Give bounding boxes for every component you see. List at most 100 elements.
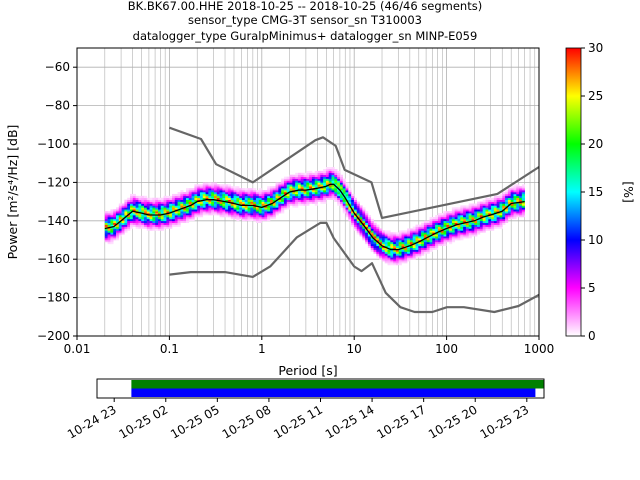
density-cell bbox=[373, 232, 377, 235]
density-cell bbox=[348, 201, 352, 204]
density-cell bbox=[230, 192, 234, 195]
density-cell bbox=[289, 182, 293, 185]
density-cell bbox=[493, 216, 497, 220]
density-cell bbox=[421, 226, 425, 229]
density-cell bbox=[253, 211, 257, 214]
density-cell bbox=[465, 213, 470, 216]
density-cell bbox=[169, 216, 173, 220]
density-cell bbox=[303, 193, 307, 197]
density-cell bbox=[426, 251, 430, 254]
density-cell bbox=[171, 224, 176, 227]
density-cell bbox=[222, 195, 226, 199]
density-cell bbox=[138, 216, 142, 220]
timeline-tick-label: 10-25 02 bbox=[117, 402, 171, 441]
density-cell bbox=[421, 245, 425, 248]
density-cell bbox=[516, 184, 520, 187]
density-cell bbox=[331, 174, 335, 177]
density-cell bbox=[519, 205, 523, 208]
density-cell bbox=[149, 222, 153, 225]
density-cell bbox=[463, 230, 467, 233]
density-cell bbox=[199, 188, 204, 191]
density-cell bbox=[331, 190, 335, 193]
density-cell bbox=[362, 234, 366, 237]
density-cell bbox=[130, 207, 134, 210]
density-cell bbox=[446, 224, 450, 227]
density-cell bbox=[412, 251, 416, 254]
density-cell bbox=[160, 203, 164, 206]
density-cell bbox=[202, 207, 206, 210]
density-cell bbox=[362, 238, 366, 241]
density-cell bbox=[359, 228, 363, 231]
density-cell bbox=[241, 209, 246, 212]
density-cell bbox=[463, 215, 467, 218]
density-cell bbox=[278, 190, 282, 193]
density-cell bbox=[144, 205, 148, 208]
density-cell bbox=[426, 238, 430, 241]
density-cell bbox=[230, 213, 234, 216]
density-cell bbox=[446, 230, 450, 233]
density-cell bbox=[202, 209, 206, 212]
density-cell bbox=[177, 197, 181, 200]
density-cell bbox=[225, 184, 229, 187]
density-cell bbox=[477, 213, 481, 216]
density-cell bbox=[258, 203, 262, 206]
density-cell bbox=[113, 230, 117, 233]
density-cell bbox=[325, 178, 330, 181]
density-cell bbox=[499, 201, 503, 204]
density-cell bbox=[121, 228, 125, 231]
density-cell bbox=[362, 207, 366, 210]
density-cell bbox=[477, 215, 481, 218]
density-cell bbox=[116, 215, 120, 218]
density-cell bbox=[233, 199, 237, 202]
density-cell bbox=[393, 241, 397, 245]
density-cell bbox=[390, 247, 394, 250]
density-cell bbox=[443, 220, 447, 224]
density-cell bbox=[513, 192, 517, 195]
density-cell bbox=[387, 257, 391, 260]
density-cell bbox=[171, 205, 176, 208]
density-cell bbox=[149, 216, 153, 220]
density-cell bbox=[135, 218, 139, 222]
density-cell bbox=[278, 207, 282, 210]
density-cell bbox=[157, 207, 162, 210]
density-cell bbox=[463, 211, 467, 214]
density-cell bbox=[437, 222, 442, 225]
density-cell bbox=[342, 184, 346, 187]
density-cell bbox=[197, 203, 201, 206]
density-cell bbox=[157, 209, 162, 212]
density-cell bbox=[331, 180, 335, 183]
density-cell bbox=[283, 195, 288, 199]
density-cell bbox=[292, 201, 296, 204]
density-cell bbox=[258, 193, 262, 197]
density-cell bbox=[505, 203, 509, 206]
density-cell bbox=[334, 172, 338, 176]
density-cell bbox=[208, 182, 212, 185]
density-cell bbox=[149, 197, 153, 200]
density-cell bbox=[138, 224, 142, 227]
density-cell bbox=[320, 190, 324, 193]
density-cell bbox=[474, 216, 478, 220]
density-cell bbox=[454, 222, 458, 225]
density-cell bbox=[171, 207, 176, 210]
density-cell bbox=[222, 188, 226, 191]
density-cell bbox=[292, 205, 296, 208]
density-cell bbox=[437, 216, 442, 220]
density-cell bbox=[474, 232, 478, 235]
density-cell bbox=[247, 195, 251, 199]
density-cell bbox=[205, 209, 209, 212]
density-cell bbox=[412, 226, 416, 229]
density-cell bbox=[141, 218, 145, 222]
density-cell bbox=[297, 174, 302, 177]
density-cell bbox=[213, 193, 218, 197]
density-cell bbox=[157, 211, 162, 214]
density-cell bbox=[174, 218, 178, 222]
density-cell bbox=[146, 218, 150, 222]
density-cell bbox=[281, 203, 285, 206]
density-cell bbox=[449, 220, 453, 224]
density-cell bbox=[443, 230, 447, 233]
density-cell bbox=[286, 195, 290, 199]
density-cell bbox=[423, 234, 428, 237]
density-cell bbox=[407, 255, 411, 258]
density-cell bbox=[233, 201, 237, 204]
density-cell bbox=[384, 255, 388, 258]
